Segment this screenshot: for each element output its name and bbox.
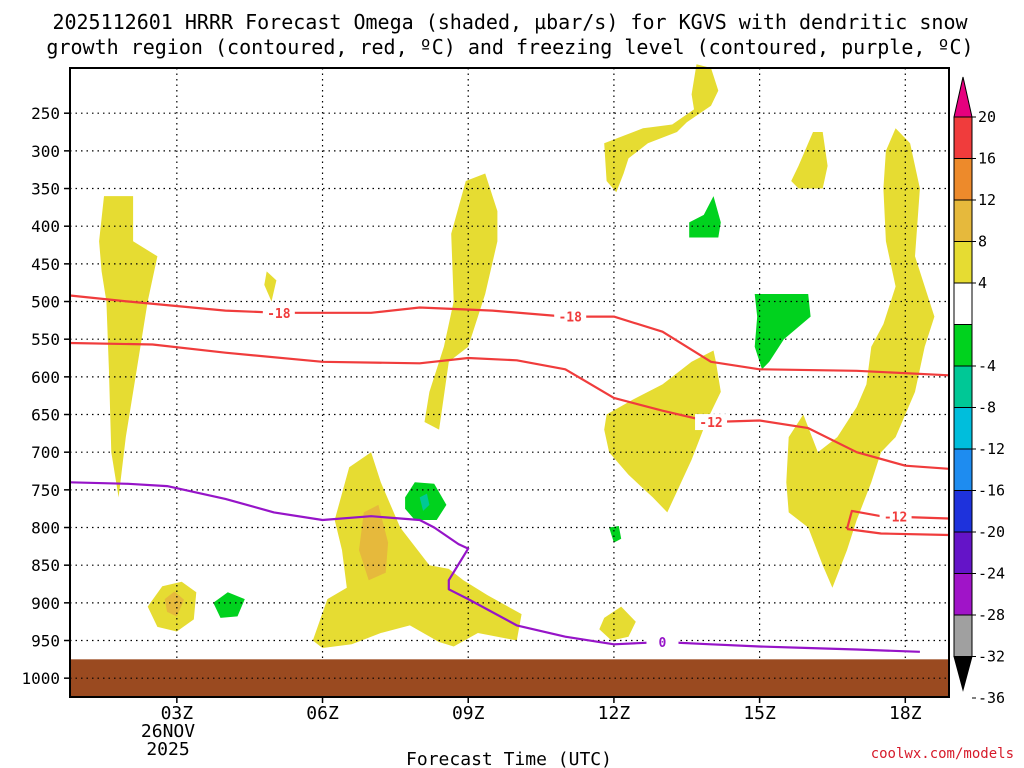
colorbar: 20 16 12 8 4 -4 -8 -12 -16 -20 -24 -28 -32 -36 [953, 76, 1005, 707]
colorbar-bin-8 [953, 448, 973, 491]
credit-label[interactable]: coolwx.com/models [871, 746, 1014, 762]
colorbar-bin-2 [953, 199, 973, 242]
colorbar-bin-1 [953, 158, 973, 201]
x-axis-ticks: 03Z 06Z 09Z 12Z 15Z 18Z [161, 697, 922, 724]
contour-label-bg [695, 414, 728, 431]
omega-region-6 [359, 504, 389, 581]
colorbar-label: -12 [978, 440, 1005, 458]
colorbar-top-arrow [953, 76, 973, 118]
ground-fill [70, 659, 949, 697]
y-tick-label: 600 [31, 368, 60, 387]
x-tick-label-18Z: 18Z [889, 703, 922, 724]
plot-frame [69, 67, 950, 698]
colorbar-bottom-arrow [953, 656, 973, 692]
omega-region-17 [609, 526, 622, 543]
y-tick-label: 300 [31, 142, 60, 161]
ground-layer [70, 659, 949, 697]
contour-label-bg [646, 634, 679, 651]
chart-title-line-1: 2025112601 HRRR Forecast Omega (shaded, … [52, 10, 968, 34]
contour-label-bg [554, 308, 587, 325]
y-tick-label: 400 [31, 217, 60, 236]
omega-region-3 [264, 271, 277, 302]
colorbar-bin-10 [953, 531, 973, 574]
omega-region-16 [213, 592, 245, 618]
omega-region-15 [419, 493, 430, 511]
colorbar-label: -8 [978, 399, 996, 417]
x-tick-label-03Z: 03Z [161, 703, 194, 724]
omega-region-7 [599, 606, 636, 641]
contour-lines: -18 -18 -12 -12 0 [69, 294, 950, 653]
omega-region-8 [604, 64, 719, 193]
contour-label: -12 [884, 511, 907, 526]
colorbar-label: 20 [978, 108, 996, 126]
colorbar-label: -36 [978, 689, 1005, 707]
y-tick-label: 450 [31, 255, 60, 274]
y-tick-label: 250 [31, 104, 60, 123]
colorbar-bin-4 [953, 282, 973, 325]
y-tick-label: 650 [31, 406, 60, 425]
omega-region-13 [754, 294, 811, 370]
colorbar-bin-6 [953, 365, 973, 408]
x-tick-label-12Z: 12Z [598, 703, 631, 724]
y-tick-label: 700 [31, 443, 60, 462]
y-tick-label: 850 [31, 556, 60, 575]
colorbar-label: -16 [978, 482, 1005, 500]
y-tick-label: 500 [31, 293, 60, 312]
x-tick-label-06Z: 06Z [306, 703, 339, 724]
omega-region-10 [791, 132, 828, 189]
omega-region-11 [786, 128, 935, 588]
contour-label: -18 [267, 307, 291, 322]
contour-line-2 [845, 509, 950, 530]
contour-label: 0 [659, 636, 667, 651]
grid-lines [70, 68, 949, 679]
x-tick-label-09Z: 09Z [452, 703, 485, 724]
y-tick-label: 950 [31, 632, 60, 651]
y-tick-label: 750 [31, 481, 60, 500]
colorbar-label: 8 [978, 233, 987, 251]
colorbar-label: -20 [978, 523, 1005, 541]
y-tick-label: 550 [31, 330, 60, 349]
colorbar-bin-7 [953, 407, 973, 450]
y-tick-label: 800 [31, 519, 60, 538]
omega-region-0 [99, 196, 158, 498]
x-tick-label-15Z: 15Z [743, 703, 776, 724]
contour-label-bg [879, 508, 912, 525]
colorbar-label: -24 [978, 565, 1005, 583]
y-tick-label: 1000 [21, 669, 60, 688]
y-tick-label: 900 [31, 594, 60, 613]
omega-region-2 [164, 591, 185, 617]
colorbar-label: 4 [978, 274, 987, 292]
chart-title-line-2: growth region (contoured, red, ºC) and f… [46, 35, 973, 59]
colorbar-label: -4 [978, 357, 996, 375]
contour-label-bg [262, 304, 295, 321]
contour-line-1 [69, 341, 950, 470]
colorbar-bin-12 [953, 614, 973, 657]
colorbar-bin-11 [953, 573, 973, 616]
x-axis-label: Forecast Time (UTC) [406, 749, 612, 768]
colorbar-label: 12 [978, 191, 996, 209]
colorbar-bin-3 [953, 241, 973, 284]
y-tick-label: 350 [31, 180, 60, 199]
colorbar-label: 16 [978, 150, 996, 168]
date-label-day: 26NOV [141, 721, 195, 742]
omega-region-5 [312, 452, 522, 648]
colorbar-bin-9 [953, 490, 973, 533]
contour-line-3 [846, 527, 950, 537]
omega-region-9 [604, 350, 721, 513]
contour-label: -12 [699, 416, 722, 431]
colorbar-label: -28 [978, 606, 1005, 624]
y-axis-ticks: 250 300 350 400 450 500 550 600 650 700 750 800 850 9… [21, 104, 70, 688]
contour-label: -18 [558, 311, 582, 326]
contour-line-0 [69, 294, 950, 377]
colorbar-label: -32 [978, 648, 1005, 666]
date-label-year: 2025 [146, 739, 189, 760]
colorbar-bin-5 [953, 324, 973, 367]
contour-line-4 [69, 481, 920, 653]
colorbar-bin-0 [953, 116, 973, 159]
omega-region-12 [689, 196, 721, 238]
omega-shading [99, 64, 935, 648]
